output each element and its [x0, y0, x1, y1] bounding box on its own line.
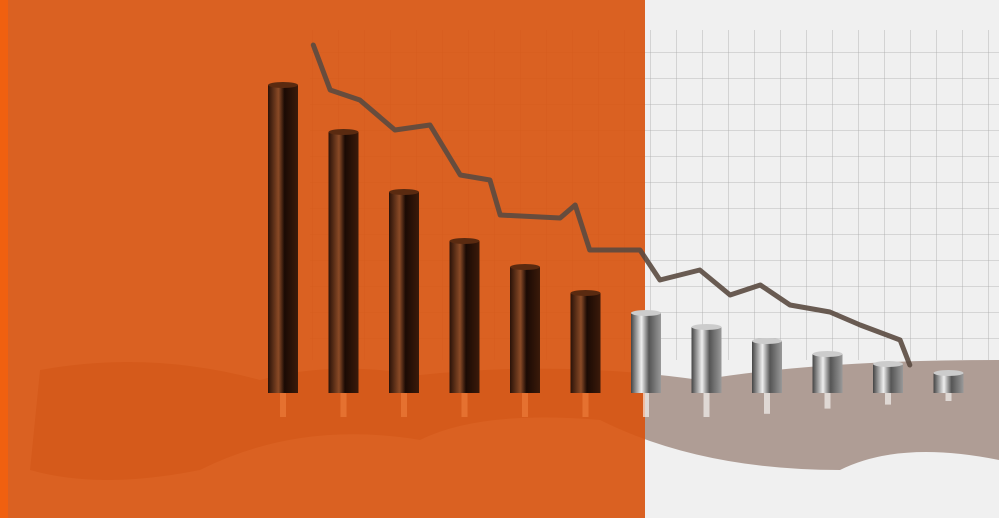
- bar-cap: [570, 290, 601, 296]
- bar-reflection: [764, 393, 770, 414]
- bar-reflection: [885, 393, 891, 405]
- bar-reflection: [945, 393, 952, 401]
- bar: [873, 364, 903, 393]
- bar-cap: [389, 189, 419, 195]
- bar-cap: [631, 310, 661, 316]
- bar-cap: [449, 238, 480, 244]
- bar-reflection: [522, 393, 528, 417]
- bar: [510, 267, 540, 393]
- bar-cap: [873, 361, 903, 367]
- bar-reflection: [340, 393, 347, 417]
- orange-edge: [0, 0, 8, 518]
- bar-cap: [933, 370, 964, 376]
- bar-cap: [691, 324, 722, 330]
- bar-reflection: [461, 393, 468, 417]
- bar: [328, 132, 359, 393]
- bar-reflection: [280, 393, 286, 417]
- bar: [812, 354, 843, 393]
- bar: [691, 327, 722, 393]
- bar-cap: [752, 338, 782, 344]
- bar-cap: [328, 129, 359, 135]
- bar-reflection: [703, 393, 710, 417]
- bar-cap: [510, 264, 540, 270]
- bar: [631, 313, 661, 393]
- bar-cap: [268, 82, 298, 88]
- bar-reflection: [582, 393, 589, 417]
- bar: [570, 293, 601, 393]
- bar-reflection: [824, 393, 831, 409]
- bar-reflection: [401, 393, 407, 417]
- bar: [449, 241, 480, 393]
- trend-line: [310, 42, 913, 368]
- bar: [268, 85, 298, 393]
- bar: [752, 341, 782, 393]
- bar-cap: [812, 351, 843, 357]
- orange-panel: [0, 0, 645, 518]
- bar: [933, 373, 964, 393]
- bar-reflection: [643, 393, 649, 417]
- bar: [389, 192, 419, 393]
